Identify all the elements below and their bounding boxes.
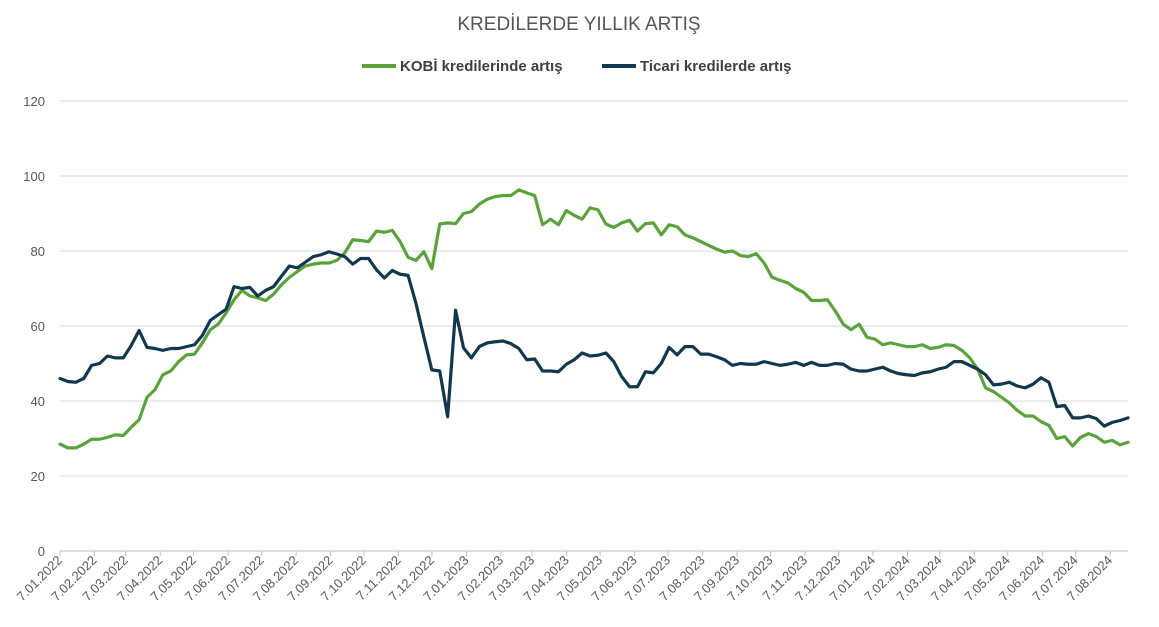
legend-label-kobi: KOBİ kredilerinde artış xyxy=(400,58,563,75)
y-tick-label: 60 xyxy=(31,319,45,334)
x-axis: 7.01.20227.02.20227.03.20227.04.20227.05… xyxy=(14,551,1115,604)
y-axis: 0 20 40 60 80 100 120 xyxy=(23,94,45,559)
chart-title: KREDİLERDE YILLIK ARTIŞ xyxy=(457,14,700,35)
gridlines xyxy=(60,100,1128,552)
series-line-kobi xyxy=(58,188,1130,450)
y-tick-label: 120 xyxy=(23,94,45,109)
chart-legend: KOBİ kredilerinde artış Ticari kredilerd… xyxy=(362,58,791,75)
legend-label-ticari: Ticari kredilerde artış xyxy=(640,58,791,75)
y-tick-label: 20 xyxy=(31,469,45,484)
y-tick-label: 40 xyxy=(31,394,45,409)
y-tick-label: 80 xyxy=(31,244,45,259)
series-layer xyxy=(58,188,1130,450)
series-line-ticari xyxy=(58,250,1130,428)
y-tick-label: 100 xyxy=(23,169,45,184)
y-tick-label: 0 xyxy=(38,544,45,559)
